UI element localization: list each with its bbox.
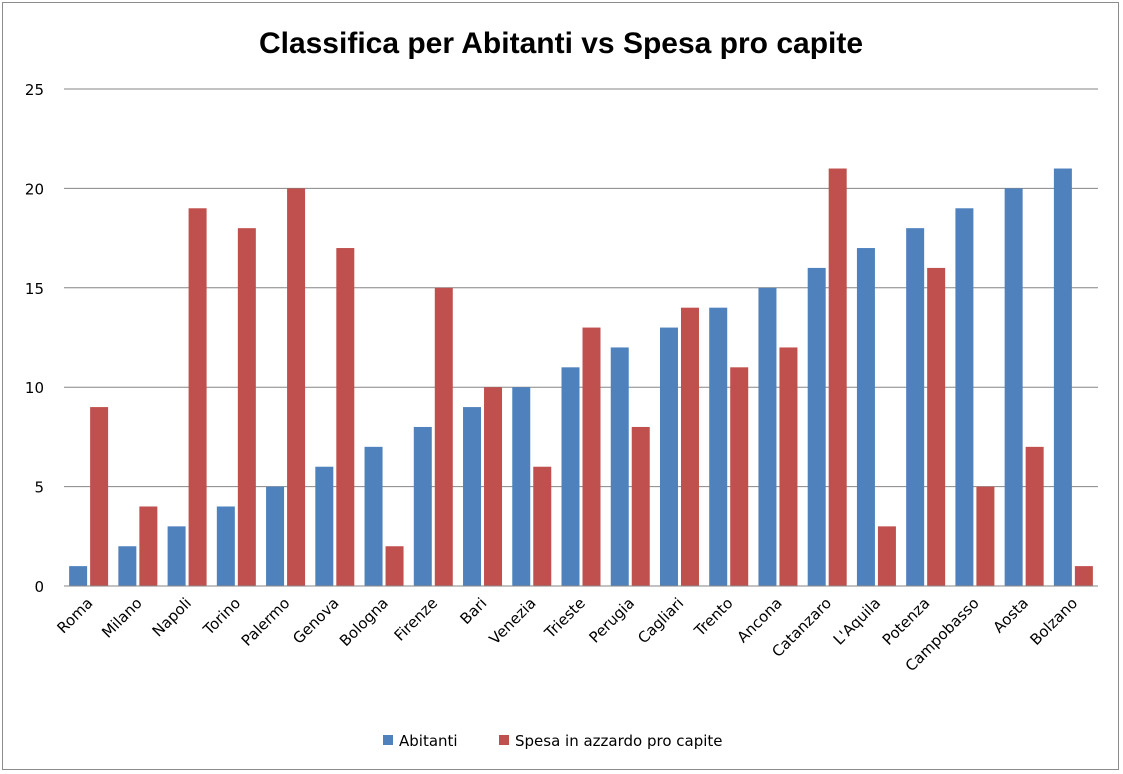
x-tick-label: Torino: [199, 594, 244, 639]
x-tick-label: Cagliari: [634, 594, 687, 647]
bar-spesa: [484, 387, 503, 586]
bar-abitanti: [512, 387, 531, 586]
y-tick-label: 5: [34, 479, 44, 497]
x-tick-label: Roma: [54, 594, 97, 637]
bar-abitanti: [659, 327, 678, 586]
bar-spesa: [680, 307, 699, 586]
bar-abitanti: [1053, 168, 1072, 586]
chart-title: Classifica per Abitanti vs Spesa pro cap…: [259, 27, 863, 60]
x-tick-label: Perugia: [586, 594, 639, 647]
legend-swatch: [383, 735, 393, 745]
bar-abitanti: [709, 307, 728, 586]
bar-abitanti: [216, 506, 235, 586]
legend-label: Abitanti: [399, 732, 458, 750]
x-tick-label: Trento: [690, 594, 736, 640]
bar-spesa: [730, 367, 749, 586]
bar-spesa: [139, 506, 158, 586]
x-tick-label: Aosta: [989, 594, 1031, 636]
bar-abitanti: [69, 566, 88, 586]
x-tick-label: Trieste: [540, 594, 588, 642]
bar-abitanti: [561, 367, 580, 586]
y-axis-ticks: 0 5 10 15 20 25: [25, 81, 44, 596]
bar-abitanti: [955, 208, 974, 586]
bar-spesa: [434, 287, 453, 586]
bar-abitanti: [364, 446, 383, 586]
bar-spesa: [287, 188, 306, 586]
x-tick-label: Bologna: [336, 594, 392, 650]
bar-spesa: [237, 228, 256, 586]
y-tick-label: 10: [25, 379, 44, 397]
bar-abitanti: [315, 466, 334, 586]
gridlines: [64, 88, 1098, 488]
x-tick-label: Genova: [289, 594, 342, 647]
bar-spesa: [385, 546, 404, 586]
x-tick-label: Bari: [457, 594, 491, 628]
bar-abitanti: [906, 228, 925, 586]
x-tick-label: Firenze: [391, 594, 441, 644]
bar-abitanti: [167, 526, 186, 586]
bar-abitanti: [413, 426, 432, 586]
bar-spesa: [188, 208, 207, 586]
legend: Abitanti Spesa in azzardo pro capite: [383, 732, 723, 750]
x-tick-label: Palermo: [238, 594, 294, 650]
bar-abitanti: [463, 407, 482, 586]
bar-spesa: [976, 486, 995, 586]
bar-spesa: [582, 327, 601, 586]
x-tick-label: L'Aquila: [830, 594, 884, 648]
bar-abitanti: [758, 287, 777, 586]
x-tick-label: Napoli: [149, 594, 195, 640]
bar-abitanti: [118, 546, 137, 586]
y-tick-label: 20: [25, 180, 44, 198]
x-tick-label: Milano: [98, 594, 145, 641]
bar-abitanti: [807, 267, 826, 586]
bar-spesa: [533, 466, 552, 586]
y-tick-label: 25: [25, 81, 44, 99]
bar-spesa: [877, 526, 896, 586]
bar-abitanti: [1004, 188, 1023, 586]
bar-spesa: [779, 347, 798, 586]
bars: [69, 168, 1093, 587]
x-axis-ticks: Roma Milano Napoli TorinoPalermoGenovaBolog…: [54, 594, 1082, 675]
bar-spesa: [90, 407, 109, 586]
y-tick-label: 0: [34, 578, 44, 596]
bar-abitanti: [266, 486, 285, 586]
y-tick-label: 15: [25, 280, 44, 298]
bar-spesa: [631, 426, 650, 586]
bar-spesa: [1074, 566, 1093, 586]
bar-abitanti: [856, 248, 875, 587]
legend-label: Spesa in azzardo pro capite: [515, 732, 723, 750]
x-tick-label: Venezia: [486, 594, 540, 648]
bar-spesa: [828, 168, 847, 586]
bar-spesa: [927, 267, 946, 586]
legend-swatch: [499, 735, 509, 745]
bar-spesa: [1025, 446, 1044, 586]
bar-spesa: [336, 248, 355, 587]
x-tick-label: Bolzano: [1026, 594, 1081, 649]
bar-abitanti: [610, 347, 629, 586]
